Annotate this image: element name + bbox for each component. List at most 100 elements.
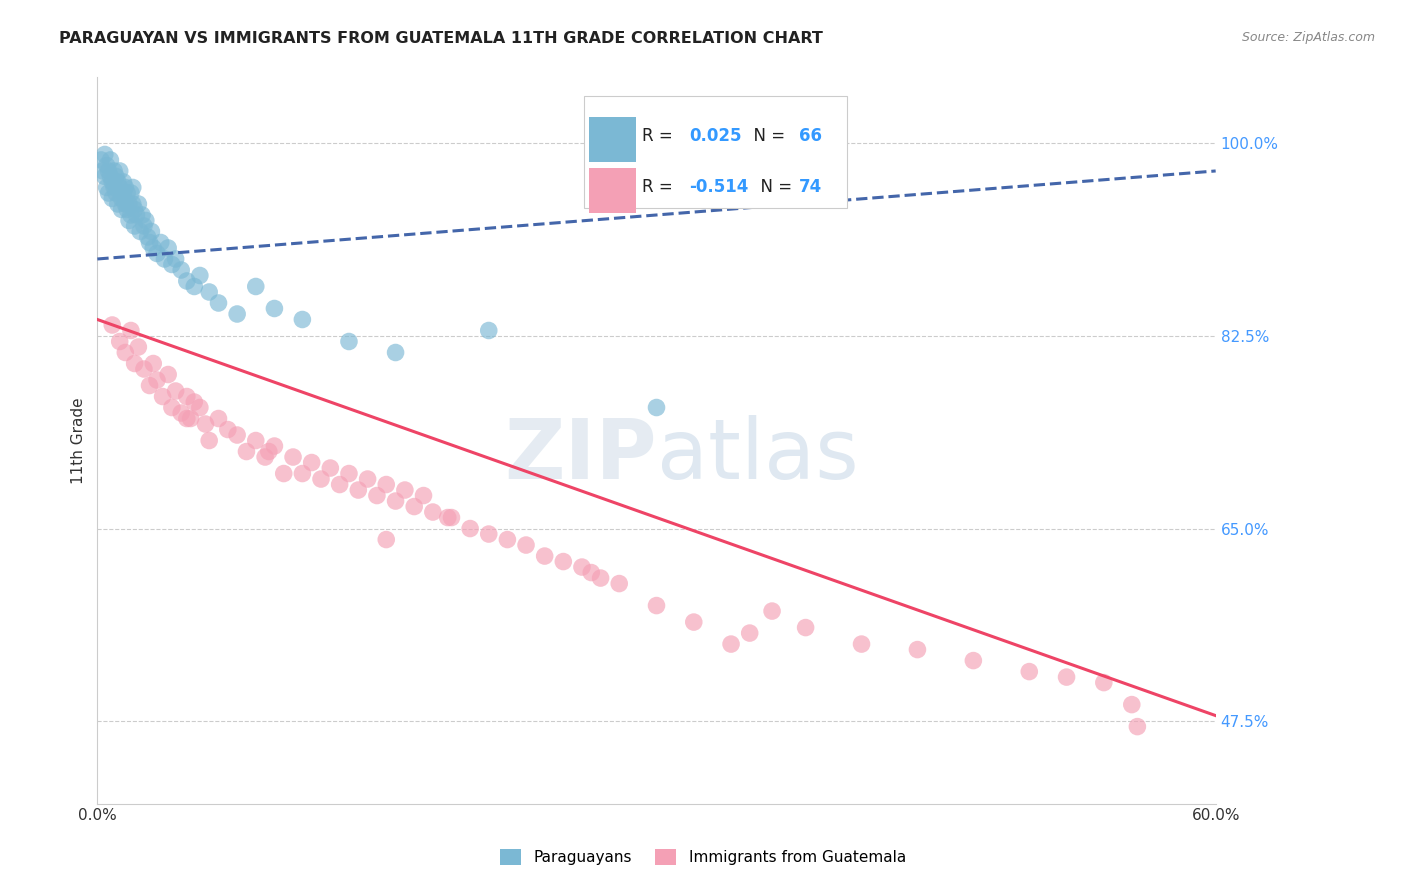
Point [194, 417, 217, 431]
Point [607, 576, 630, 591]
Point [103, 180, 125, 194]
Point [553, 555, 575, 569]
Point [1056, 670, 1078, 684]
Point [135, 213, 157, 227]
Point [375, 533, 398, 547]
Point [107, 197, 129, 211]
Point [110, 191, 132, 205]
Point [198, 434, 221, 448]
Point [141, 225, 163, 239]
Point [478, 527, 501, 541]
Point [153, 252, 176, 266]
Text: N =: N = [751, 178, 797, 196]
Point [112, 186, 135, 200]
Point [337, 334, 360, 349]
Point [103, 164, 125, 178]
Point [645, 599, 668, 613]
Point [533, 549, 555, 563]
Point [176, 274, 198, 288]
Point [138, 235, 160, 250]
Point [136, 230, 159, 244]
Point [121, 197, 143, 211]
Point [97, 164, 120, 178]
Text: N =: N = [742, 127, 790, 145]
Point [682, 615, 704, 629]
Point [309, 472, 332, 486]
Point [127, 197, 149, 211]
Point [96, 180, 118, 194]
Point [226, 307, 249, 321]
FancyBboxPatch shape [583, 95, 846, 208]
Point [720, 637, 742, 651]
Point [132, 219, 155, 233]
Point [245, 434, 267, 448]
Point [581, 566, 603, 580]
Text: atlas: atlas [657, 415, 858, 496]
Point [1121, 698, 1143, 712]
Point [118, 197, 141, 211]
Point [165, 384, 187, 398]
Point [120, 186, 142, 200]
Point [384, 494, 406, 508]
Point [198, 285, 221, 299]
Point [176, 390, 198, 404]
Point [571, 560, 593, 574]
Point [180, 411, 202, 425]
Point [440, 510, 463, 524]
Text: 66: 66 [799, 127, 821, 145]
Point [149, 235, 172, 250]
Point [962, 654, 984, 668]
Point [645, 401, 668, 415]
Point [851, 637, 873, 651]
Point [120, 208, 142, 222]
Text: PARAGUAYAN VS IMMIGRANTS FROM GUATEMALA 11TH GRADE CORRELATION CHART: PARAGUAYAN VS IMMIGRANTS FROM GUATEMALA … [59, 31, 823, 46]
Point [121, 180, 143, 194]
Point [160, 401, 183, 415]
Point [104, 169, 127, 184]
Point [589, 571, 612, 585]
Point [160, 258, 183, 272]
Point [90, 153, 112, 167]
Point [207, 411, 229, 425]
Point [217, 423, 239, 437]
Point [146, 373, 169, 387]
Point [188, 401, 211, 415]
Point [114, 197, 136, 211]
Point [170, 263, 193, 277]
Point [738, 626, 761, 640]
Point [170, 406, 193, 420]
Point [124, 202, 146, 217]
Point [319, 461, 342, 475]
Text: -0.514: -0.514 [689, 178, 748, 196]
Point [142, 241, 165, 255]
Point [104, 186, 127, 200]
Point [281, 450, 304, 464]
FancyBboxPatch shape [589, 117, 637, 161]
Point [108, 164, 131, 178]
Point [94, 169, 117, 184]
Point [301, 456, 323, 470]
Point [404, 500, 426, 514]
Point [291, 467, 314, 481]
Point [176, 411, 198, 425]
Point [142, 357, 165, 371]
FancyBboxPatch shape [589, 169, 637, 213]
Point [112, 175, 135, 189]
Point [245, 279, 267, 293]
Point [254, 450, 277, 464]
Point [152, 390, 174, 404]
Point [478, 324, 501, 338]
Point [412, 489, 434, 503]
Point [207, 296, 229, 310]
Point [436, 510, 458, 524]
Point [118, 213, 141, 227]
Point [124, 219, 146, 233]
Point [761, 604, 783, 618]
Point [458, 522, 481, 536]
Point [384, 345, 406, 359]
Point [157, 368, 180, 382]
Point [907, 642, 929, 657]
Point [124, 357, 146, 371]
Text: R =: R = [643, 178, 678, 196]
Point [263, 439, 285, 453]
